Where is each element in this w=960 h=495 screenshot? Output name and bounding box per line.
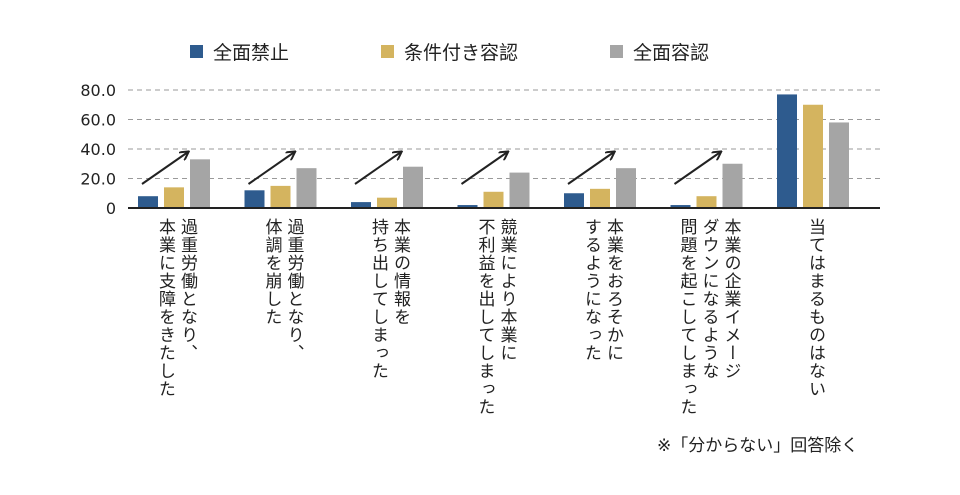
trend-arrow <box>354 152 401 185</box>
trend-arrow <box>247 152 295 185</box>
y-tick-label: 40.0 <box>80 140 116 159</box>
x-tick-label-line: 問題を起こしてしまった <box>676 218 697 416</box>
bar <box>351 202 371 208</box>
bar <box>803 104 823 208</box>
x-tick-label: 競業により本業に 不利益を出してしまった <box>474 218 518 416</box>
y-tick-label: 80.0 <box>80 81 116 100</box>
trend-arrow <box>673 152 721 185</box>
trend-arrow <box>460 152 508 185</box>
legend-item-conditional: 条件付き容認 <box>381 38 518 65</box>
x-tick-label: 過重労働となり、 本業に支障をきたした <box>154 218 198 398</box>
y-tick-label: 20.0 <box>80 170 116 189</box>
legend: 全面禁止 条件付き容認 全面容認 <box>190 38 709 65</box>
x-tick-label-line: するようになった <box>581 218 601 362</box>
x-tick-label-line: ダウンになるような <box>698 218 719 380</box>
bar <box>190 159 210 208</box>
bar <box>509 172 530 208</box>
bar <box>244 190 265 208</box>
bar <box>270 185 291 208</box>
x-tick-label-line: 本業の企業イメージ <box>720 218 741 380</box>
trend-arrow <box>141 152 188 185</box>
x-tick-label: 過重労働となり、 体調を崩した <box>261 218 305 362</box>
legend-label-full-allow: 全面容認 <box>633 42 710 64</box>
legend-label-full-ban: 全面禁止 <box>213 42 290 64</box>
legend-label-conditional: 条件付き容認 <box>404 42 519 64</box>
bar <box>777 94 797 208</box>
x-tick-label: 本業をおろそかに するようになった <box>580 218 624 362</box>
trend-arrow <box>567 152 614 185</box>
y-tick-label: 0 <box>106 199 116 218</box>
x-tick-label-line: 当てはまるものはない <box>805 218 825 398</box>
bar <box>829 122 849 208</box>
bar <box>483 191 504 208</box>
bar <box>164 187 184 208</box>
bar <box>564 193 584 208</box>
x-tick-label-line: 体調を崩した <box>261 218 282 326</box>
bar <box>670 205 691 208</box>
bar <box>722 163 743 208</box>
bar <box>403 166 423 208</box>
x-tick-label-line: 過重労働となり、 <box>283 218 304 362</box>
x-tick-label-line: 本業の情報を <box>390 218 410 326</box>
x-tick-label-line: 本業をおろそかに <box>603 218 623 362</box>
bar <box>696 196 717 208</box>
x-tick-label-line: 競業により本業に <box>496 218 517 362</box>
x-tick-label: 当てはまるものはない <box>804 218 826 398</box>
bar <box>616 168 636 208</box>
legend-item-full-allow: 全面容認 <box>610 38 709 65</box>
legend-swatch-full-allow <box>610 45 624 58</box>
legend-item-full-ban: 全面禁止 <box>190 38 289 65</box>
x-tick-label: 本業の企業イメージ ダウンになるような 問題を起こしてしまった <box>676 218 742 416</box>
bar <box>296 168 317 208</box>
bar <box>377 197 397 208</box>
x-tick-label-line: 本業に支障をきたした <box>155 218 175 398</box>
x-tick-label-line: 不利益を出してしまった <box>474 218 495 416</box>
x-tick-label: 本業の情報を 持ち出してしまった <box>367 218 411 380</box>
x-tick-label-line: 過重労働となり、 <box>177 218 197 362</box>
bar <box>138 196 158 208</box>
x-tick-label-line: 持ち出してしまった <box>368 218 388 380</box>
bar <box>457 205 478 208</box>
legend-swatch-conditional <box>381 45 395 58</box>
legend-swatch-full-ban <box>190 45 203 58</box>
bar <box>590 188 610 208</box>
y-tick-label: 60.0 <box>80 111 116 130</box>
footnote: ※「分からない」回答除く <box>657 436 859 456</box>
